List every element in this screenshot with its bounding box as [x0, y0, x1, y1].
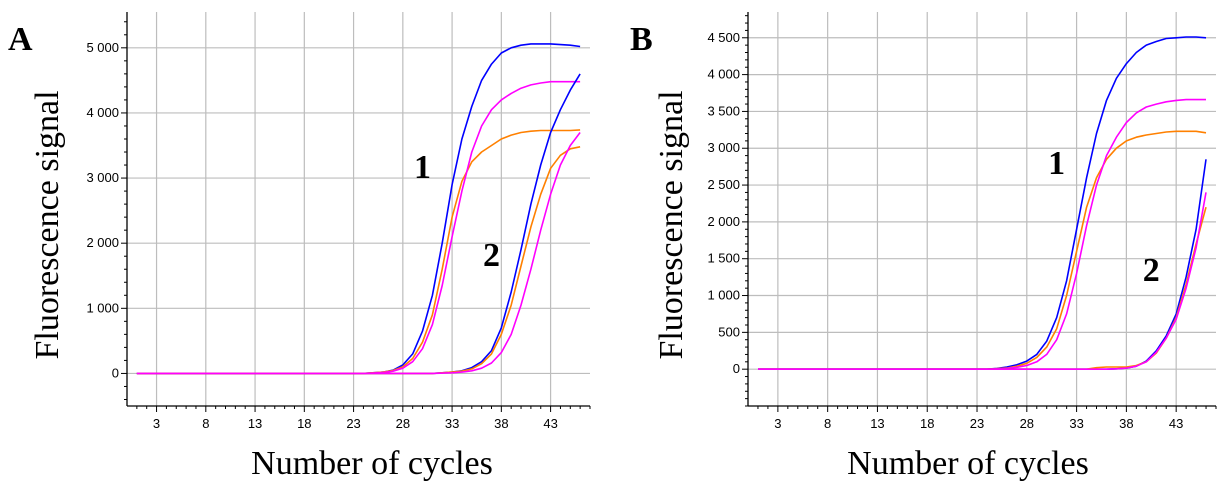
series-line-3 [758, 98, 1206, 370]
panel-letter-a: A [8, 21, 33, 58]
y-axis-title: Fluorescence signal [653, 90, 690, 359]
y-tick-label: 1 000 [86, 300, 119, 315]
x-tick-label: 13 [870, 416, 884, 431]
y-tick-label: 3 000 [86, 170, 119, 185]
series-line-2 [136, 129, 581, 375]
x-axis-title: Number of cycles [251, 445, 493, 482]
series-line-6 [758, 192, 1207, 370]
series-line-3 [136, 80, 581, 375]
y-tick-label: 3 500 [707, 103, 740, 118]
x-tick-label: 33 [1069, 416, 1083, 431]
series-line-4 [758, 159, 1207, 370]
x-tick-label: 3 [774, 416, 781, 431]
x-tick-label: 28 [396, 416, 410, 431]
y-tick-label: 2 000 [707, 214, 740, 229]
x-axis-title: Number of cycles [847, 445, 1089, 482]
curve-group-label: 1 [414, 149, 431, 186]
curve-group-label: 2 [1143, 252, 1160, 289]
y-tick-label: 0 [112, 365, 119, 380]
series-line-2 [758, 130, 1207, 370]
curve-group-label: 2 [483, 237, 500, 274]
series-line-5 [136, 146, 581, 375]
y-axis-title: Fluorescence signal [29, 90, 66, 359]
y-tick-label: 3 000 [707, 140, 740, 155]
series-line-1 [136, 43, 581, 375]
x-tick-label: 3 [153, 416, 160, 431]
x-tick-label: 38 [494, 416, 508, 431]
y-tick-label: 0 [733, 361, 740, 376]
x-tick-label: 8 [202, 416, 209, 431]
y-tick-label: 4 500 [707, 30, 740, 45]
x-tick-label: 33 [445, 416, 459, 431]
x-tick-label: 23 [346, 416, 360, 431]
x-tick-label: 43 [1169, 416, 1183, 431]
series-line-1 [758, 36, 1207, 370]
y-tick-label: 2 000 [86, 235, 119, 250]
x-tick-label: 23 [970, 416, 984, 431]
series-line-6 [136, 132, 581, 375]
x-tick-label: 18 [297, 416, 311, 431]
x-tick-label: 28 [1020, 416, 1034, 431]
series-line-5 [758, 206, 1207, 370]
panel-letter-b: B [630, 21, 653, 58]
y-tick-label: 4 000 [86, 105, 119, 120]
x-tick-label: 38 [1119, 416, 1133, 431]
y-tick-label: 500 [718, 324, 740, 339]
x-tick-label: 8 [824, 416, 831, 431]
x-tick-label: 18 [920, 416, 934, 431]
x-tick-label: 13 [248, 416, 262, 431]
y-tick-label: 4 000 [707, 67, 740, 82]
x-tick-label: 43 [543, 416, 557, 431]
y-tick-label: 1 500 [707, 251, 740, 266]
y-tick-label: 5 000 [86, 40, 119, 55]
y-tick-label: 1 000 [707, 288, 740, 303]
curve-group-label: 1 [1048, 145, 1065, 182]
y-tick-label: 2 500 [707, 177, 740, 192]
